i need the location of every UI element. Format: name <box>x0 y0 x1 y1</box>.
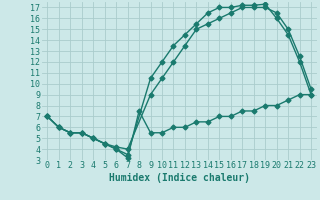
X-axis label: Humidex (Indice chaleur): Humidex (Indice chaleur) <box>109 173 250 183</box>
